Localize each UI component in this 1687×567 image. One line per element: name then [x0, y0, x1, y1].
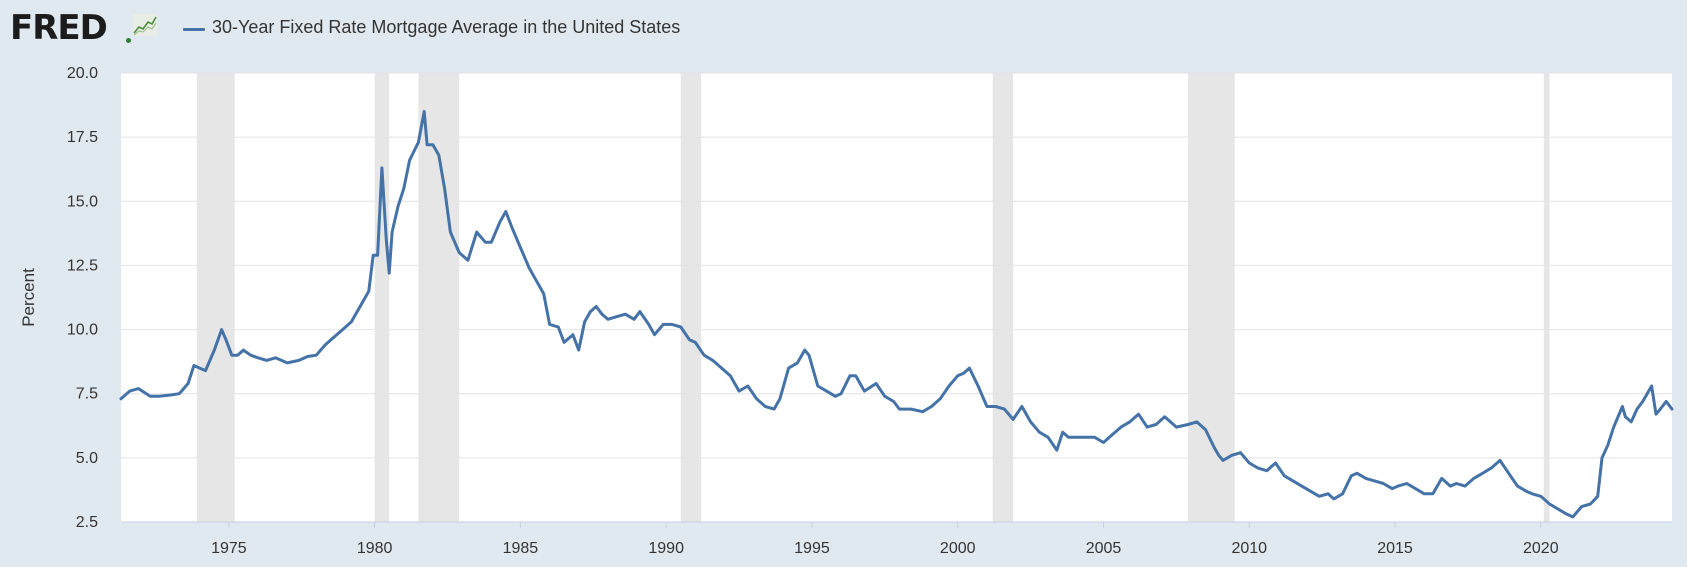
x-tick-label: 1980: [357, 540, 393, 557]
x-tick-label: 1995: [794, 540, 830, 557]
y-tick-label: 7.5: [76, 386, 98, 403]
graph-icon: [133, 14, 157, 36]
y-axis-label: Percent: [19, 268, 38, 327]
recession-band: [374, 73, 390, 522]
fred-logo[interactable]: FRED: [10, 8, 108, 48]
y-tick-label: 12.5: [67, 257, 98, 274]
x-tick-label: 2005: [1086, 540, 1122, 557]
x-tick-label: 2010: [1231, 540, 1267, 557]
y-tick-label: 2.5: [76, 514, 98, 531]
y-axis: 2.5 5.0 7.5 10.0 12.5 15.0 17.5 20.0: [67, 65, 98, 531]
x-tick-label: 1975: [211, 540, 247, 557]
y-tick-label: 10.0: [67, 322, 98, 339]
chart-header: FRED 30-Year Fixed Rate Mortgage Average…: [0, 0, 1687, 58]
legend-series-label[interactable]: 30-Year Fixed Rate Mortgage Average in t…: [212, 17, 681, 37]
recession-band: [418, 73, 460, 522]
plot-background: [121, 73, 1672, 522]
y-tick-label: 17.5: [67, 129, 98, 146]
x-tick-label: 2000: [940, 540, 976, 557]
recession-band: [1188, 73, 1235, 522]
legend-swatch: [183, 28, 205, 31]
gridlines: [121, 72, 1672, 523]
recession-band: [1543, 73, 1550, 522]
y-tick-label: 15.0: [67, 193, 98, 210]
x-tick-label: 1990: [648, 540, 684, 557]
x-tick-label: 2015: [1377, 540, 1413, 557]
recession-shading-group: [196, 73, 1550, 522]
logo-registered-dot: [126, 38, 131, 43]
y-tick-label: 20.0: [67, 65, 98, 82]
plot-area: [121, 73, 1672, 522]
x-tick-label: 2020: [1523, 540, 1559, 557]
x-tick-label: 1985: [503, 540, 539, 557]
series-line[interactable]: [119, 110, 1674, 519]
y-tick-label: 5.0: [76, 450, 98, 467]
recession-band: [992, 73, 1014, 522]
x-axis: 1975 1980 1985 1990 1995 2000 2005 2010 2015 2020: [211, 522, 1559, 557]
recession-band: [196, 73, 235, 522]
recession-band: [680, 73, 702, 522]
